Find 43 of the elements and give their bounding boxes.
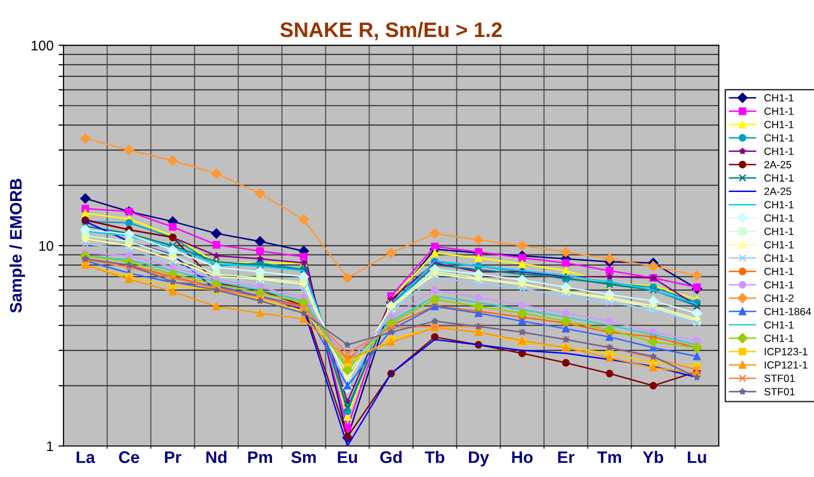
x-tick-label: Tm: [597, 451, 622, 463]
legend-label: CH1-1: [764, 148, 794, 155]
chart-title: SNAKE R, Sm/Eu > 1.2: [280, 22, 502, 40]
x-tick-label: Yb: [642, 450, 664, 464]
legend-label: STF01: [764, 374, 795, 382]
legend-label: ICP121-1: [764, 361, 808, 369]
legend-label: CH1-1: [764, 201, 794, 208]
legend-label: CH1-1: [764, 254, 794, 262]
x-tick-label: Sm: [291, 451, 316, 464]
legend-label: CH1-1864: [764, 308, 812, 316]
y-tick-label: 1: [47, 441, 54, 452]
legend-label: CH1-1: [764, 134, 794, 142]
legend-label: 2A-25: [764, 160, 792, 168]
legend-label: CH1-1: [764, 214, 794, 222]
legend-label: ICP123-1: [764, 348, 808, 356]
legend-label: CH1-1: [764, 268, 794, 276]
x-tick-label: La: [76, 451, 96, 464]
x-tick-label: Lu: [688, 451, 706, 464]
x-tick-label: Er: [558, 451, 574, 463]
x-tick-label: Tb: [424, 450, 444, 464]
legend-label: CH1-1: [764, 120, 794, 128]
legend-label: CH1-1: [764, 174, 794, 182]
legend-label: CH1-1: [764, 321, 794, 329]
legend-label: CH1-2: [764, 294, 794, 302]
legend-label: CH1-1: [764, 228, 794, 236]
legend-label: CH1-1: [764, 108, 794, 115]
x-tick-label: Gd: [380, 450, 402, 464]
legend-label: 2A-25: [764, 188, 792, 196]
legend-label: CH1-1: [764, 241, 794, 248]
x-tick-label: Eu: [338, 451, 357, 464]
x-tick-label: Pm: [248, 451, 272, 463]
legend-label: CH1-1: [764, 281, 794, 289]
legend-label: CH1-1: [764, 334, 794, 342]
x-tick-label: Ho: [512, 451, 533, 464]
y-tick-label: 100: [32, 40, 54, 50]
y-tick-label: 10: [39, 240, 54, 251]
legend-label: CH1-1: [764, 94, 794, 102]
x-tick-label: Ce: [119, 451, 140, 464]
x-tick-label: Dy: [468, 451, 490, 466]
x-tick-label: Pr: [165, 451, 182, 463]
y-axis-title: Sample / EMORB: [10, 178, 26, 313]
legend-label: STF01: [764, 388, 795, 396]
x-tick-label: Nd: [206, 450, 226, 464]
